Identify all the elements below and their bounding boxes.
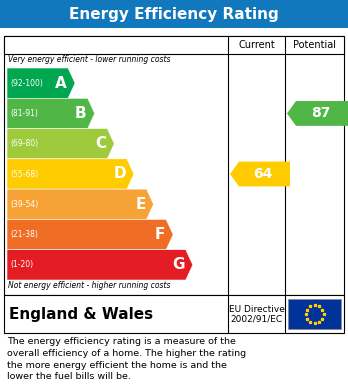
Polygon shape (7, 98, 95, 129)
Polygon shape (7, 189, 153, 219)
Polygon shape (7, 159, 134, 189)
Text: (92-100): (92-100) (10, 79, 43, 88)
Bar (0, 0, 348, 28)
Text: C: C (95, 136, 106, 151)
Polygon shape (7, 219, 173, 250)
Polygon shape (7, 68, 75, 98)
Text: (69-80): (69-80) (10, 139, 38, 148)
Polygon shape (7, 129, 114, 159)
Polygon shape (287, 101, 348, 126)
Text: 2002/91/EC: 2002/91/EC (230, 314, 283, 323)
Bar (4, 36, 344, 54)
Text: A: A (55, 75, 67, 91)
Text: B: B (75, 106, 87, 121)
Bar (4, 295, 344, 333)
Text: G: G (172, 257, 185, 273)
Text: Very energy efficient - lower running costs: Very energy efficient - lower running co… (8, 55, 171, 64)
Text: EU Directive: EU Directive (229, 305, 284, 314)
Polygon shape (7, 250, 193, 280)
Text: (81-91): (81-91) (10, 109, 38, 118)
Text: The energy efficiency rating is a measure of the
overall efficiency of a home. T: The energy efficiency rating is a measur… (7, 337, 246, 381)
Text: 64: 64 (253, 167, 273, 181)
Text: (1-20): (1-20) (10, 260, 33, 269)
Text: (55-68): (55-68) (10, 170, 38, 179)
Text: Energy Efficiency Rating: Energy Efficiency Rating (69, 7, 279, 22)
Text: D: D (113, 167, 126, 181)
Text: Not energy efficient - higher running costs: Not energy efficient - higher running co… (8, 281, 171, 290)
Text: (21-38): (21-38) (10, 230, 38, 239)
Text: F: F (155, 227, 165, 242)
Text: E: E (135, 197, 145, 212)
Text: Current: Current (238, 40, 275, 50)
Text: (39-54): (39-54) (10, 200, 38, 209)
Text: England & Wales: England & Wales (9, 307, 153, 321)
Bar (4, 36, 344, 295)
Text: 87: 87 (311, 106, 331, 120)
Text: Potential: Potential (293, 40, 336, 50)
Polygon shape (230, 161, 290, 187)
Bar (288, 299, 341, 329)
